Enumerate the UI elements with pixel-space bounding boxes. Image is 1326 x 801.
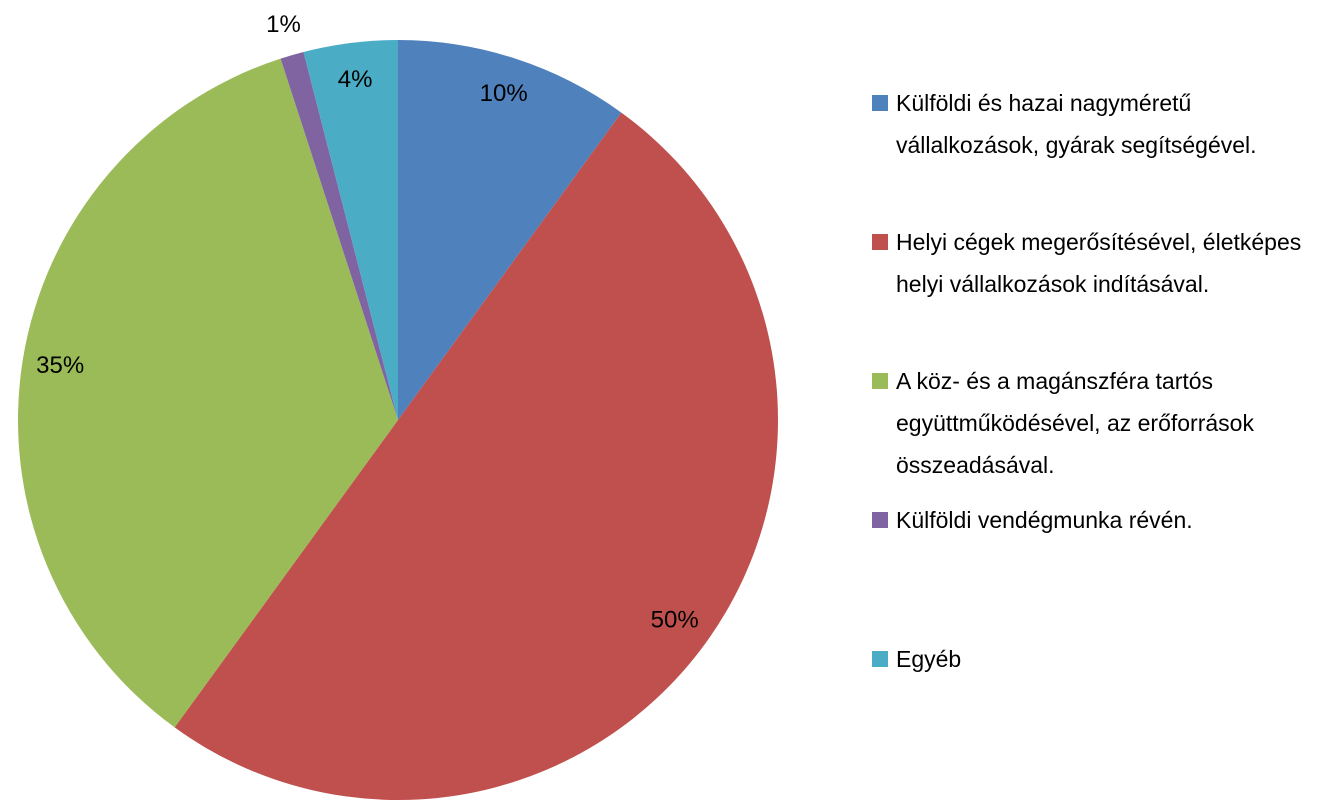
data-label: 10%: [480, 80, 528, 107]
legend-item: Külföldi és hazai nagyméretű vállalkozás…: [872, 82, 1322, 221]
legend-item: Egyéb: [872, 638, 1322, 777]
chart: 10% 50% 35% 1% 4%: [18, 11, 779, 800]
pie-slice: [174, 112, 779, 800]
legend-swatch: [872, 234, 888, 250]
pie-slice: [280, 51, 398, 420]
pie-slice: [18, 58, 399, 728]
legend-label: Külföldi és hazai nagyméretű vállalkozás…: [896, 90, 1257, 158]
legend-label: Külföldi vendégmunka révén.: [896, 507, 1193, 533]
data-label: 1%: [266, 11, 301, 38]
legend-item: Helyi cégek megerősítésével, életképes h…: [872, 221, 1322, 360]
legend-swatch: [872, 373, 888, 389]
legend: Külföldi és hazai nagyméretű vállalkozás…: [872, 82, 1322, 777]
legend-label: A köz- és a magánszféra tartós együttműk…: [896, 368, 1254, 478]
legend-item: Külföldi vendégmunka révén.: [872, 499, 1322, 638]
legend-swatch: [872, 512, 888, 528]
pie-slice: [303, 40, 398, 420]
legend-item: A köz- és a magánszféra tartós együttműk…: [872, 360, 1322, 499]
legend-label: Egyéb: [896, 646, 962, 672]
legend-label: Helyi cégek megerősítésével, életképes h…: [896, 229, 1302, 297]
data-label: 35%: [36, 352, 84, 379]
data-label: 50%: [651, 606, 699, 633]
pie-slice: [398, 40, 622, 420]
legend-swatch: [872, 651, 888, 667]
data-label: 4%: [338, 66, 373, 93]
legend-swatch: [872, 95, 888, 111]
